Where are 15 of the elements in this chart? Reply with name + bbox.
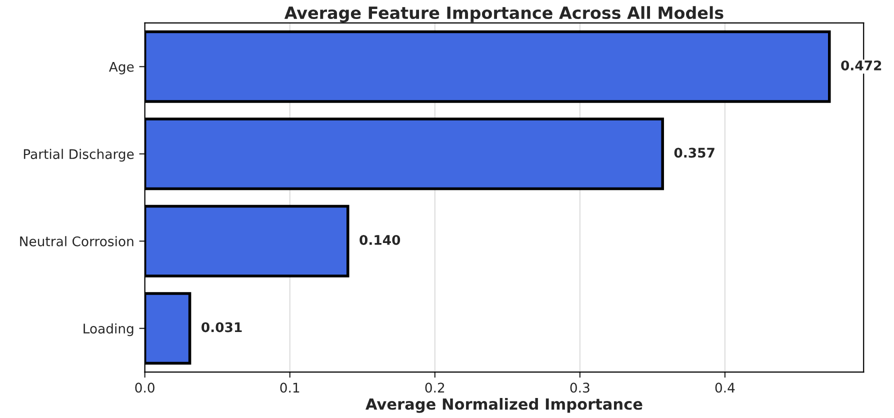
x-tick-label: 0.4	[715, 382, 735, 393]
data-label: 0.031	[202, 322, 242, 332]
x-tick-label: 0.3	[570, 382, 590, 393]
x-tick-label: 0.2	[425, 382, 444, 393]
data-label: 0.140	[360, 234, 400, 245]
y-tick-label: Partial Discharge	[24, 148, 134, 162]
y-tick-label: Neutral Corrosion	[20, 236, 134, 246]
chart-title: Average Feature Importance Across All Models	[284, 6, 724, 22]
y-tick-label: Loading	[84, 323, 134, 336]
x-axis-title: Average Normalized Importance	[366, 398, 642, 413]
y-tick-label: Age	[108, 62, 134, 74]
x-tick-label: 0.1	[280, 382, 300, 393]
x-tick-label: 0.0	[135, 382, 154, 393]
data-label: 0.472	[841, 60, 882, 70]
data-label: 0.357	[674, 148, 714, 158]
